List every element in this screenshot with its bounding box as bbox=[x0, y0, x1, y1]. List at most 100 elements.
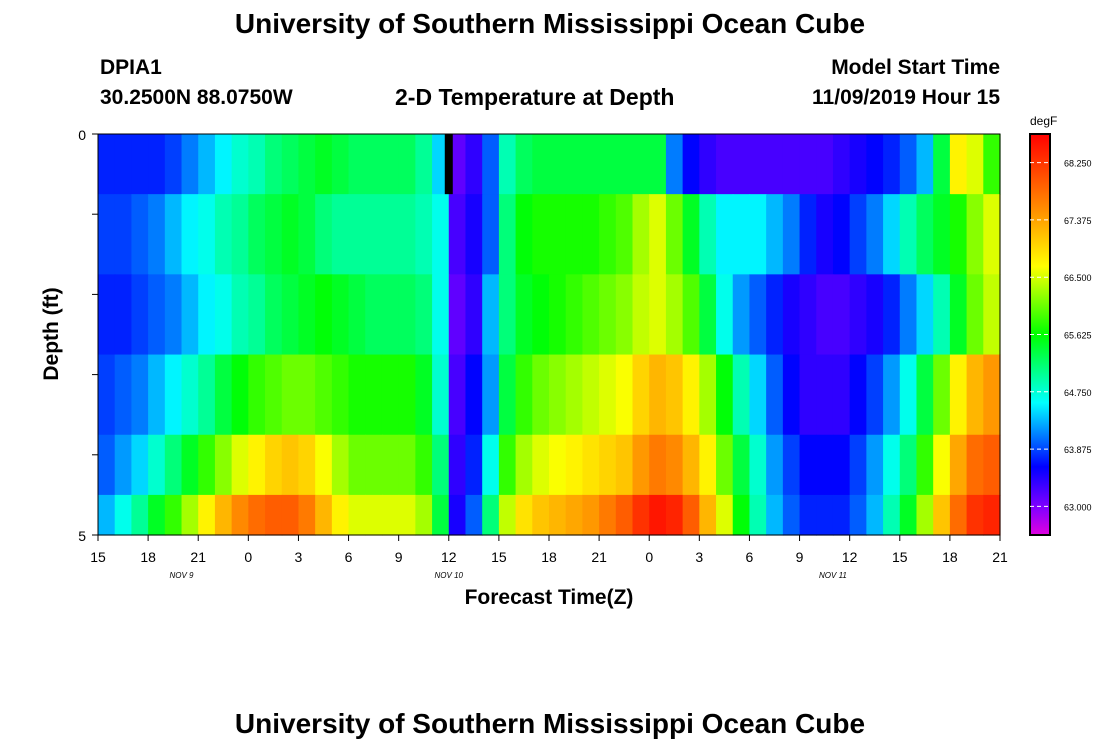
heatmap-cell bbox=[732, 194, 751, 275]
heatmap-cell bbox=[465, 194, 483, 275]
heatmap-cell bbox=[866, 494, 884, 536]
heatmap-cell bbox=[933, 194, 951, 275]
heatmap-cell bbox=[432, 494, 450, 536]
page-title: University of Southern Mississippi Ocean… bbox=[234, 8, 866, 39]
heatmap-cell bbox=[866, 274, 884, 356]
heatmap-cell bbox=[732, 434, 751, 496]
heatmap-cell bbox=[849, 134, 867, 195]
heatmap-cell bbox=[482, 274, 500, 356]
heatmap-cell bbox=[966, 354, 984, 436]
heatmap-cell bbox=[482, 494, 500, 536]
heatmap-cell bbox=[448, 134, 467, 195]
heatmap-cell bbox=[315, 494, 333, 536]
heatmap-cell bbox=[181, 194, 199, 275]
heatmap-cell bbox=[782, 194, 801, 275]
heatmap-cell bbox=[883, 354, 901, 436]
heatmap-cell bbox=[983, 194, 1001, 275]
heatmap-cell bbox=[565, 494, 584, 536]
heatmap-cell bbox=[883, 434, 901, 496]
heatmap-cell bbox=[816, 434, 834, 496]
heatmap-cell bbox=[381, 194, 400, 275]
heatmap-cell bbox=[565, 274, 584, 356]
model-start-label: Model Start Time bbox=[831, 56, 1000, 79]
colorbar-unit: degF bbox=[1030, 114, 1057, 128]
heatmap-cell bbox=[682, 354, 700, 436]
heatmap-cell bbox=[265, 134, 283, 195]
heatmap-cell bbox=[415, 194, 433, 275]
heatmap-cell bbox=[348, 274, 366, 356]
heatmap-cell bbox=[98, 194, 116, 275]
heatmap-cell bbox=[248, 194, 266, 275]
heatmap-cell bbox=[549, 434, 567, 496]
heatmap-cell bbox=[916, 494, 934, 536]
heatmap-cell bbox=[465, 434, 483, 496]
heatmap-cell bbox=[448, 194, 467, 275]
colorbar-tick-label: 64.750 bbox=[1064, 388, 1092, 398]
heatmap-cell bbox=[498, 354, 517, 436]
heatmap-cell bbox=[899, 494, 918, 536]
missing-data-marker bbox=[444, 134, 453, 195]
heatmap-cell bbox=[315, 194, 333, 275]
heatmap-cell bbox=[281, 494, 300, 536]
heatmap-cell bbox=[883, 194, 901, 275]
x-tick-label: 21 bbox=[992, 549, 1008, 565]
heatmap-cell bbox=[699, 194, 717, 275]
heatmap-cell bbox=[849, 494, 867, 536]
heatmap-cell bbox=[265, 434, 283, 496]
heatmap-cell bbox=[565, 434, 584, 496]
heatmap-cell bbox=[816, 354, 834, 436]
x-tick-label: 15 bbox=[491, 549, 507, 565]
heatmap-cell bbox=[599, 354, 617, 436]
heatmap-cell bbox=[298, 434, 316, 496]
heatmap-cell bbox=[766, 434, 784, 496]
heatmap-cell bbox=[148, 354, 166, 436]
x-tick-label: 6 bbox=[746, 549, 754, 565]
heatmap-cell bbox=[131, 434, 149, 496]
heatmap-cell bbox=[248, 434, 266, 496]
heatmap-cell bbox=[565, 134, 584, 195]
colorbar-tick-label: 66.500 bbox=[1064, 273, 1092, 283]
heatmap-cell bbox=[515, 494, 533, 536]
heatmap-cell bbox=[98, 434, 116, 496]
heatmap-cell bbox=[849, 274, 867, 356]
heatmap-cell bbox=[381, 494, 400, 536]
heatmap-cell bbox=[181, 134, 199, 195]
heatmap-cell bbox=[498, 434, 517, 496]
heatmap-cell bbox=[816, 274, 834, 356]
heatmap-cell bbox=[198, 194, 216, 275]
model-start-time: 11/09/2019 Hour 15 bbox=[812, 86, 1000, 109]
heatmap-cell bbox=[899, 354, 918, 436]
heatmap-cell bbox=[983, 494, 1001, 536]
heatmap-cell bbox=[114, 434, 133, 496]
heatmap-cell bbox=[916, 354, 934, 436]
heatmap-cell bbox=[632, 134, 650, 195]
heatmap-cell bbox=[348, 434, 366, 496]
heatmap-cell bbox=[832, 274, 851, 356]
heatmap-cell bbox=[432, 194, 450, 275]
heatmap-cell bbox=[665, 494, 684, 536]
heatmap-cell bbox=[649, 194, 667, 275]
heatmap-cell bbox=[665, 434, 684, 496]
date-label: NOV 9 bbox=[170, 571, 195, 580]
heatmap-cell bbox=[498, 134, 517, 195]
heatmap-cell bbox=[916, 434, 934, 496]
heatmap-cell bbox=[98, 274, 116, 356]
heatmap-cell bbox=[732, 134, 751, 195]
heatmap-cell bbox=[415, 134, 433, 195]
heatmap-cell bbox=[398, 494, 416, 536]
heatmap-cell bbox=[632, 434, 650, 496]
heatmap-cell bbox=[114, 194, 133, 275]
heatmap-cell bbox=[849, 434, 867, 496]
heatmap-cell bbox=[148, 274, 166, 356]
heatmap-cell bbox=[265, 274, 283, 356]
heatmap-cell bbox=[315, 274, 333, 356]
heatmap-cell bbox=[532, 134, 550, 195]
heatmap-cell bbox=[482, 434, 500, 496]
heatmap-cell bbox=[966, 134, 984, 195]
heatmap-cell bbox=[198, 494, 216, 536]
heatmap-cell bbox=[699, 274, 717, 356]
heatmap-cell bbox=[883, 134, 901, 195]
heatmap-cell bbox=[782, 274, 801, 356]
heatmap-cell bbox=[899, 434, 918, 496]
heatmap-cell bbox=[298, 194, 316, 275]
